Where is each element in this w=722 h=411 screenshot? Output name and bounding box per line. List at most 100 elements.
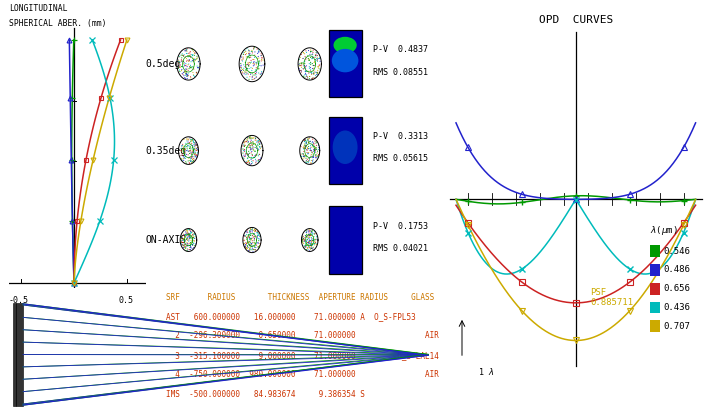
Point xyxy=(243,244,254,251)
Point xyxy=(240,149,252,155)
Point xyxy=(306,240,318,247)
Point xyxy=(302,145,313,152)
Point xyxy=(303,159,314,166)
Point xyxy=(295,151,307,157)
Point xyxy=(252,240,264,246)
Point xyxy=(306,238,318,245)
Point xyxy=(239,243,251,249)
Point xyxy=(184,144,196,150)
Point xyxy=(245,60,256,66)
Point xyxy=(184,63,196,70)
Point xyxy=(243,231,254,238)
Point xyxy=(249,244,261,250)
Point xyxy=(296,60,308,67)
Point xyxy=(185,74,196,80)
Point xyxy=(304,245,316,251)
Point xyxy=(240,243,251,250)
Point xyxy=(306,245,318,252)
Point xyxy=(240,245,251,251)
Point xyxy=(248,60,259,67)
Point xyxy=(181,237,193,244)
Point xyxy=(188,138,199,144)
Point xyxy=(174,64,186,70)
Point xyxy=(308,70,320,77)
Point xyxy=(186,158,197,164)
Bar xyxy=(329,117,362,184)
Point xyxy=(253,240,264,246)
Point xyxy=(175,67,187,74)
Point xyxy=(253,138,265,145)
Point xyxy=(303,242,315,249)
Point xyxy=(246,48,258,55)
Point xyxy=(189,57,201,64)
Point xyxy=(312,69,323,76)
Point xyxy=(181,143,193,150)
Point xyxy=(310,53,322,59)
Point xyxy=(308,59,320,66)
Point xyxy=(246,238,258,244)
Point xyxy=(189,154,201,160)
Point xyxy=(178,58,189,65)
Point xyxy=(184,147,196,154)
Point xyxy=(184,232,196,239)
Point xyxy=(179,74,191,81)
Point xyxy=(307,139,318,145)
Point xyxy=(311,55,323,61)
Point xyxy=(250,247,261,253)
Point xyxy=(247,145,258,152)
Point xyxy=(251,55,263,62)
Point xyxy=(306,55,318,62)
Point xyxy=(191,150,203,156)
Point xyxy=(303,75,315,82)
Point xyxy=(297,236,309,242)
Point xyxy=(179,152,191,158)
Point xyxy=(178,53,189,60)
Point xyxy=(192,65,204,72)
Point xyxy=(297,145,309,152)
Point xyxy=(300,243,312,249)
Point xyxy=(178,146,190,153)
Point xyxy=(305,59,316,66)
Point xyxy=(248,246,259,253)
Point xyxy=(185,246,196,253)
Point xyxy=(176,234,188,240)
Point xyxy=(236,69,248,75)
Text: 0.436: 0.436 xyxy=(664,303,690,312)
Point xyxy=(305,151,317,158)
Point xyxy=(313,151,324,158)
Point xyxy=(308,237,319,244)
Point xyxy=(251,72,262,78)
Point xyxy=(305,48,316,55)
Point xyxy=(175,56,187,63)
Point xyxy=(300,143,312,150)
Point xyxy=(242,240,253,246)
Point xyxy=(182,57,193,63)
Point xyxy=(175,237,187,244)
Point xyxy=(301,76,313,82)
Point xyxy=(186,51,198,58)
Point xyxy=(245,146,257,152)
Point xyxy=(249,226,261,233)
Point xyxy=(242,60,253,66)
Point xyxy=(307,142,318,149)
Point xyxy=(187,232,199,238)
Point xyxy=(186,144,198,151)
Point xyxy=(300,56,311,63)
Point xyxy=(189,49,201,56)
Point xyxy=(300,141,311,147)
Point xyxy=(310,140,322,146)
Point xyxy=(310,152,321,159)
Point xyxy=(300,55,312,61)
Point xyxy=(255,52,266,59)
Point xyxy=(191,235,202,241)
Point xyxy=(243,233,255,240)
Point xyxy=(299,72,310,78)
Point xyxy=(240,236,252,242)
Point xyxy=(235,63,247,69)
Point xyxy=(240,150,252,157)
Point xyxy=(176,66,188,73)
Point xyxy=(243,139,254,145)
Text: 0.546: 0.546 xyxy=(664,247,690,256)
Point xyxy=(180,236,192,242)
Point xyxy=(300,63,311,70)
